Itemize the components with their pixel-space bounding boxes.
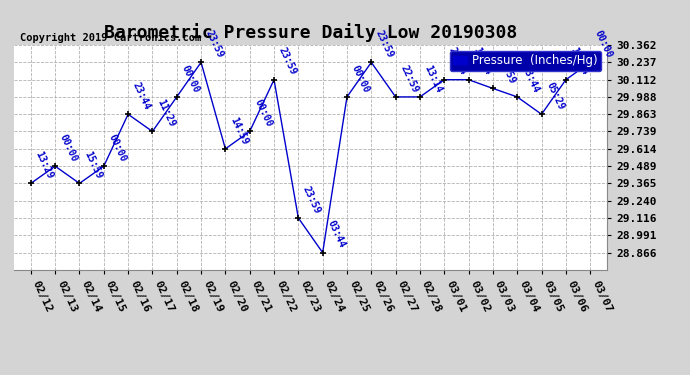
Text: 13:14: 13:14 xyxy=(423,63,444,94)
Text: 13:29: 13:29 xyxy=(34,150,55,181)
Title: Barometric Pressure Daily Low 20190308: Barometric Pressure Daily Low 20190308 xyxy=(104,23,517,42)
Legend: Pressure  (Inches/Hg): Pressure (Inches/Hg) xyxy=(450,51,601,71)
Text: 23:59: 23:59 xyxy=(301,184,323,215)
Text: 22:59: 22:59 xyxy=(398,63,420,94)
Text: 05:29: 05:29 xyxy=(544,81,566,111)
Text: 03:44: 03:44 xyxy=(326,219,347,250)
Text: 23:44: 23:44 xyxy=(447,46,469,77)
Text: 15:59: 15:59 xyxy=(82,150,104,181)
Text: 00:00: 00:00 xyxy=(179,63,201,94)
Text: 00:00: 00:00 xyxy=(253,98,274,129)
Text: 00:00: 00:00 xyxy=(106,132,128,164)
Text: 00:00: 00:00 xyxy=(58,132,79,164)
Text: 17:14: 17:14 xyxy=(471,46,493,77)
Text: 11:29: 11:29 xyxy=(155,98,177,129)
Text: 16:44: 16:44 xyxy=(569,46,590,77)
Text: 00:00: 00:00 xyxy=(593,29,614,60)
Text: 00:00: 00:00 xyxy=(350,63,371,94)
Text: 23:59: 23:59 xyxy=(204,29,226,60)
Text: 06:59: 06:59 xyxy=(495,55,517,86)
Text: 23:59: 23:59 xyxy=(277,46,298,77)
Text: Copyright 2019 Cartronics.com: Copyright 2019 Cartronics.com xyxy=(20,33,201,43)
Text: 23:44: 23:44 xyxy=(131,81,152,111)
Text: 23:59: 23:59 xyxy=(374,29,395,60)
Text: 14:59: 14:59 xyxy=(228,115,250,146)
Text: 23:44: 23:44 xyxy=(520,63,542,94)
